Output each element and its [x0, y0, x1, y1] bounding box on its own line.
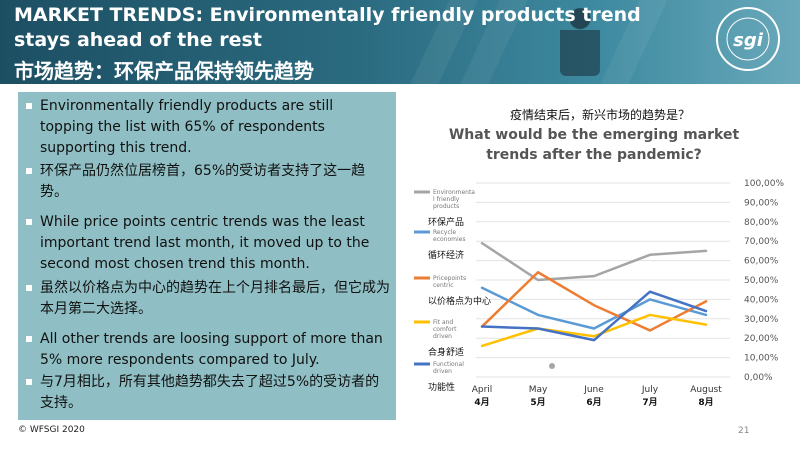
y-tick-label: 100,00%: [744, 179, 784, 189]
y-tick-label: 20,00%: [744, 334, 779, 344]
y-tick-label: 60,00%: [744, 257, 779, 267]
bullet-marker: [26, 379, 32, 385]
y-tick-label: 40,00%: [744, 295, 779, 305]
series-line: [480, 270, 708, 332]
bullet-marker: [26, 336, 32, 342]
legend-label: driven: [433, 368, 452, 375]
athlete-silhouette: [560, 6, 600, 76]
legend-label-cn: 以价格点为中心: [428, 295, 491, 307]
bullet-item: All other trends are loosing support of …: [26, 329, 390, 371]
legend-label-cn: 功能性: [428, 381, 455, 393]
x-tick-label-cn: 7月: [642, 397, 657, 408]
x-tick-label: May: [529, 385, 548, 395]
legend-label: Recycle: [433, 229, 456, 236]
chart-title-line-2: trends after the pandemic?: [486, 147, 702, 163]
logo-text: sgi: [733, 30, 764, 51]
bullet-text: All other trends are loosing support of …: [40, 331, 383, 368]
series-line: [480, 290, 708, 342]
bullet-item: 环保产品仍然位居榜首，65%的受访者支持了这一趋势。: [26, 161, 390, 203]
chart-title-line-1: What would be the emerging market: [449, 127, 740, 143]
grid-layer: [476, 182, 730, 378]
x-tick-label-cn: 8月: [698, 397, 713, 408]
title-line-2: stays ahead of the rest: [14, 29, 262, 51]
x-tick-label: June: [583, 385, 604, 395]
stray-marker: [549, 363, 555, 369]
x-tick-label: August: [690, 385, 722, 395]
legend-label: Fit and: [433, 319, 453, 326]
y-tick-label: 30,00%: [744, 315, 779, 325]
bullet-marker: [26, 168, 32, 174]
series-line: [480, 313, 708, 348]
x-tick-label-cn: 5月: [530, 397, 545, 408]
legend-label: products: [433, 203, 459, 210]
y-tick-label: 70,00%: [744, 237, 779, 247]
wfsgi-logo: sgi: [716, 7, 780, 71]
header-banner: MARKET TRENDS: Environmentally friendly …: [0, 0, 800, 84]
bullet-marker: [26, 285, 32, 291]
bullet-text: 虽然以价格点为中心的趋势在上个月排名最后，但它成为本月第二大选择。: [40, 280, 390, 317]
legend-label: l friendly: [433, 196, 460, 203]
legend-label: Pricepoints: [433, 275, 466, 282]
bullet-text: Environmentally friendly products are st…: [40, 98, 334, 156]
legend-label-cn: 合身舒适: [428, 346, 464, 358]
x-tick-label: July: [641, 385, 659, 395]
x-axis-ticks: April 4月 May 5月 June 6月 July 7月 August 8月: [472, 385, 723, 408]
legend-label: driven: [433, 333, 452, 340]
x-tick-label-cn: 6月: [586, 397, 601, 408]
bullet-item: Environmentally friendly products are st…: [26, 96, 390, 159]
bullet-item: 与7月相比，所有其他趋势都失去了超过5%的受访者的支持。: [26, 372, 390, 414]
legend-label: centric: [433, 282, 454, 289]
y-tick-label: 80,00%: [744, 218, 779, 228]
series-line: [480, 286, 708, 330]
series-lines: [480, 241, 708, 348]
copyright: © WFSGI 2020: [18, 425, 85, 435]
bullet-text: 环保产品仍然位居榜首，65%的受访者支持了这一趋势。: [40, 163, 366, 200]
legend-label-cn: 环保产品: [428, 216, 464, 228]
bullet-item: 虽然以价格点为中心的趋势在上个月排名最后，但它成为本月第二大选择。: [26, 278, 390, 320]
x-tick-label: April: [472, 385, 493, 395]
legend-label: comfort: [433, 326, 457, 333]
x-tick-label-cn: 4月: [474, 397, 489, 408]
y-tick-label: 90,00%: [744, 198, 779, 208]
bullet-text: 与7月相比，所有其他趋势都失去了超过5%的受访者的支持。: [40, 374, 380, 411]
legend-label: economies: [433, 236, 465, 243]
legend-label-cn: 循环经济: [428, 249, 464, 261]
bullet-item: While price points centric trends was th…: [26, 212, 390, 275]
title-chinese: 市场趋势：环保产品保持领先趋势: [14, 59, 314, 83]
summary-panel: Environmentally friendly products are st…: [18, 92, 396, 420]
title-line-1: MARKET TRENDS: Environmentally friendly …: [14, 4, 641, 26]
bullet-marker: [26, 219, 32, 225]
trends-line-chart: 疫情结束后，新兴市场的趋势是？ What would be the emergi…: [414, 107, 784, 408]
chart-title-cn: 疫情结束后，新兴市场的趋势是？: [510, 107, 690, 122]
legend-label: Environmenta: [433, 189, 475, 196]
series-line: [480, 241, 708, 282]
bullet-marker: [26, 103, 32, 109]
y-tick-label: 0,00%: [744, 373, 773, 383]
y-axis-ticks: 0,00% 10,00% 20,00% 30,00% 40,00% 50,00% 60,00…: [744, 179, 784, 383]
y-tick-label: 50,00%: [744, 276, 779, 286]
legend-label: Functional: [433, 361, 464, 368]
page-number: 21: [738, 426, 750, 436]
y-tick-label: 10,00%: [744, 354, 779, 364]
bullet-text: While price points centric trends was th…: [40, 214, 370, 272]
